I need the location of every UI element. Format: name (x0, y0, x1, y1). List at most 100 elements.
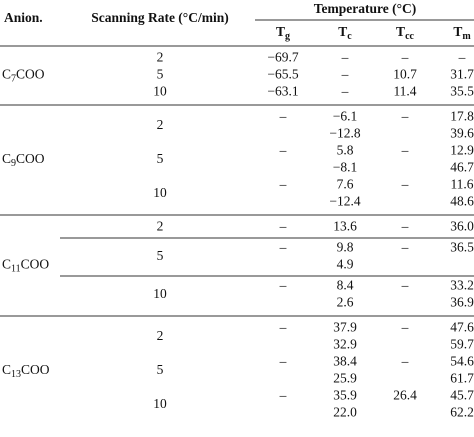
rate: 5 (157, 248, 164, 263)
cell: 38.4 (333, 354, 357, 369)
cell: – (279, 388, 287, 403)
anion-suffix: COO (21, 362, 50, 377)
cell: 37.9 (333, 320, 357, 335)
subscript: c (347, 31, 352, 42)
temperature-header: Temperature (°C) (314, 1, 417, 16)
cell: −12.8 (329, 126, 360, 141)
rate: 5 (157, 362, 164, 377)
symbol: T (396, 24, 405, 39)
cell: 2.6 (337, 295, 354, 310)
anion-prefix: C (2, 257, 11, 272)
cell: −6.1 (333, 109, 358, 124)
anion-prefix: C (2, 151, 11, 166)
cell: 61.7 (450, 371, 474, 386)
cell: – (341, 67, 349, 82)
cell: – (279, 219, 287, 234)
cell: – (279, 278, 287, 293)
cell: 13.6 (333, 219, 357, 234)
cell: – (458, 50, 466, 65)
subscript: cc (405, 31, 414, 42)
rate: 5 (157, 151, 164, 166)
cell: 11.4 (393, 84, 416, 99)
cell: −8.1 (333, 160, 358, 175)
rate: 10 (153, 84, 167, 99)
rate: 2 (157, 219, 164, 234)
anion-prefix: C (2, 362, 11, 377)
cell: 62.2 (450, 405, 474, 420)
symbol: T (276, 24, 285, 39)
cell: – (401, 240, 409, 255)
cell: 33.2 (450, 278, 474, 293)
cell: 36.0 (450, 219, 474, 234)
anion-suffix: COO (16, 67, 45, 82)
cell: −69.7 (267, 50, 298, 65)
cell: 35.9 (333, 388, 357, 403)
rate: 2 (157, 50, 164, 65)
subscript: 9 (11, 158, 16, 169)
subscript: m (462, 31, 471, 42)
anion: C11COO (2, 257, 49, 275)
cell: – (279, 177, 287, 192)
cell: 11.6 (450, 177, 473, 192)
rate: 2 (157, 328, 164, 343)
subscript: 7 (11, 74, 16, 85)
cell: 54.6 (450, 354, 474, 369)
rate: 2 (157, 117, 164, 132)
cell: – (401, 50, 409, 65)
rate: 5 (157, 67, 164, 82)
rate: 10 (153, 185, 167, 200)
cell: – (279, 143, 287, 158)
symbol: T (338, 24, 347, 39)
symbol: T (453, 24, 462, 39)
cell: 47.6 (450, 320, 474, 335)
cell: 35.5 (450, 84, 474, 99)
cell: 31.7 (450, 67, 474, 82)
cell: – (279, 354, 287, 369)
cell: 10.7 (393, 67, 417, 82)
cell: – (401, 219, 409, 234)
cell: 45.7 (450, 388, 474, 403)
cell: 36.5 (450, 240, 474, 255)
cell: – (401, 177, 409, 192)
cell: – (401, 320, 409, 335)
cell: 7.6 (337, 177, 354, 192)
cell: – (401, 354, 409, 369)
cell: 4.9 (337, 257, 354, 272)
anion: C9COO (2, 151, 45, 169)
rate-header: Scanning Rate (°C/min) (91, 10, 228, 25)
cell: – (279, 109, 287, 124)
subscript: 13 (11, 369, 21, 380)
cell: 59.7 (450, 337, 474, 352)
cell: 8.4 (337, 278, 354, 293)
cell: −65.5 (267, 67, 298, 82)
cell: −12.4 (329, 194, 360, 209)
cell: 9.8 (337, 240, 354, 255)
anion: C7COO (2, 67, 45, 85)
cell: 39.6 (450, 126, 474, 141)
column-header: Tm (453, 24, 471, 42)
cell: – (279, 320, 287, 335)
rate: 10 (153, 286, 167, 301)
cell: −63.1 (267, 84, 298, 99)
cell: 12.9 (450, 143, 474, 158)
cell: – (401, 109, 409, 124)
cell: 5.8 (337, 143, 354, 158)
cell: – (341, 50, 349, 65)
cell: 32.9 (333, 337, 357, 352)
column-header: Tc (338, 24, 352, 42)
column-header: Tg (276, 24, 290, 42)
cell: 36.9 (450, 295, 474, 310)
cell: 48.6 (450, 194, 474, 209)
cell: – (401, 143, 409, 158)
cell: – (401, 278, 409, 293)
cell: – (341, 84, 349, 99)
anion-prefix: C (2, 67, 11, 82)
anion-suffix: COO (21, 257, 50, 272)
cell: – (279, 240, 287, 255)
cell: 17.8 (450, 109, 474, 124)
cell: 26.4 (393, 388, 417, 403)
anion-suffix: COO (16, 151, 45, 166)
subscript: 11 (11, 264, 21, 275)
rate: 10 (153, 396, 167, 411)
